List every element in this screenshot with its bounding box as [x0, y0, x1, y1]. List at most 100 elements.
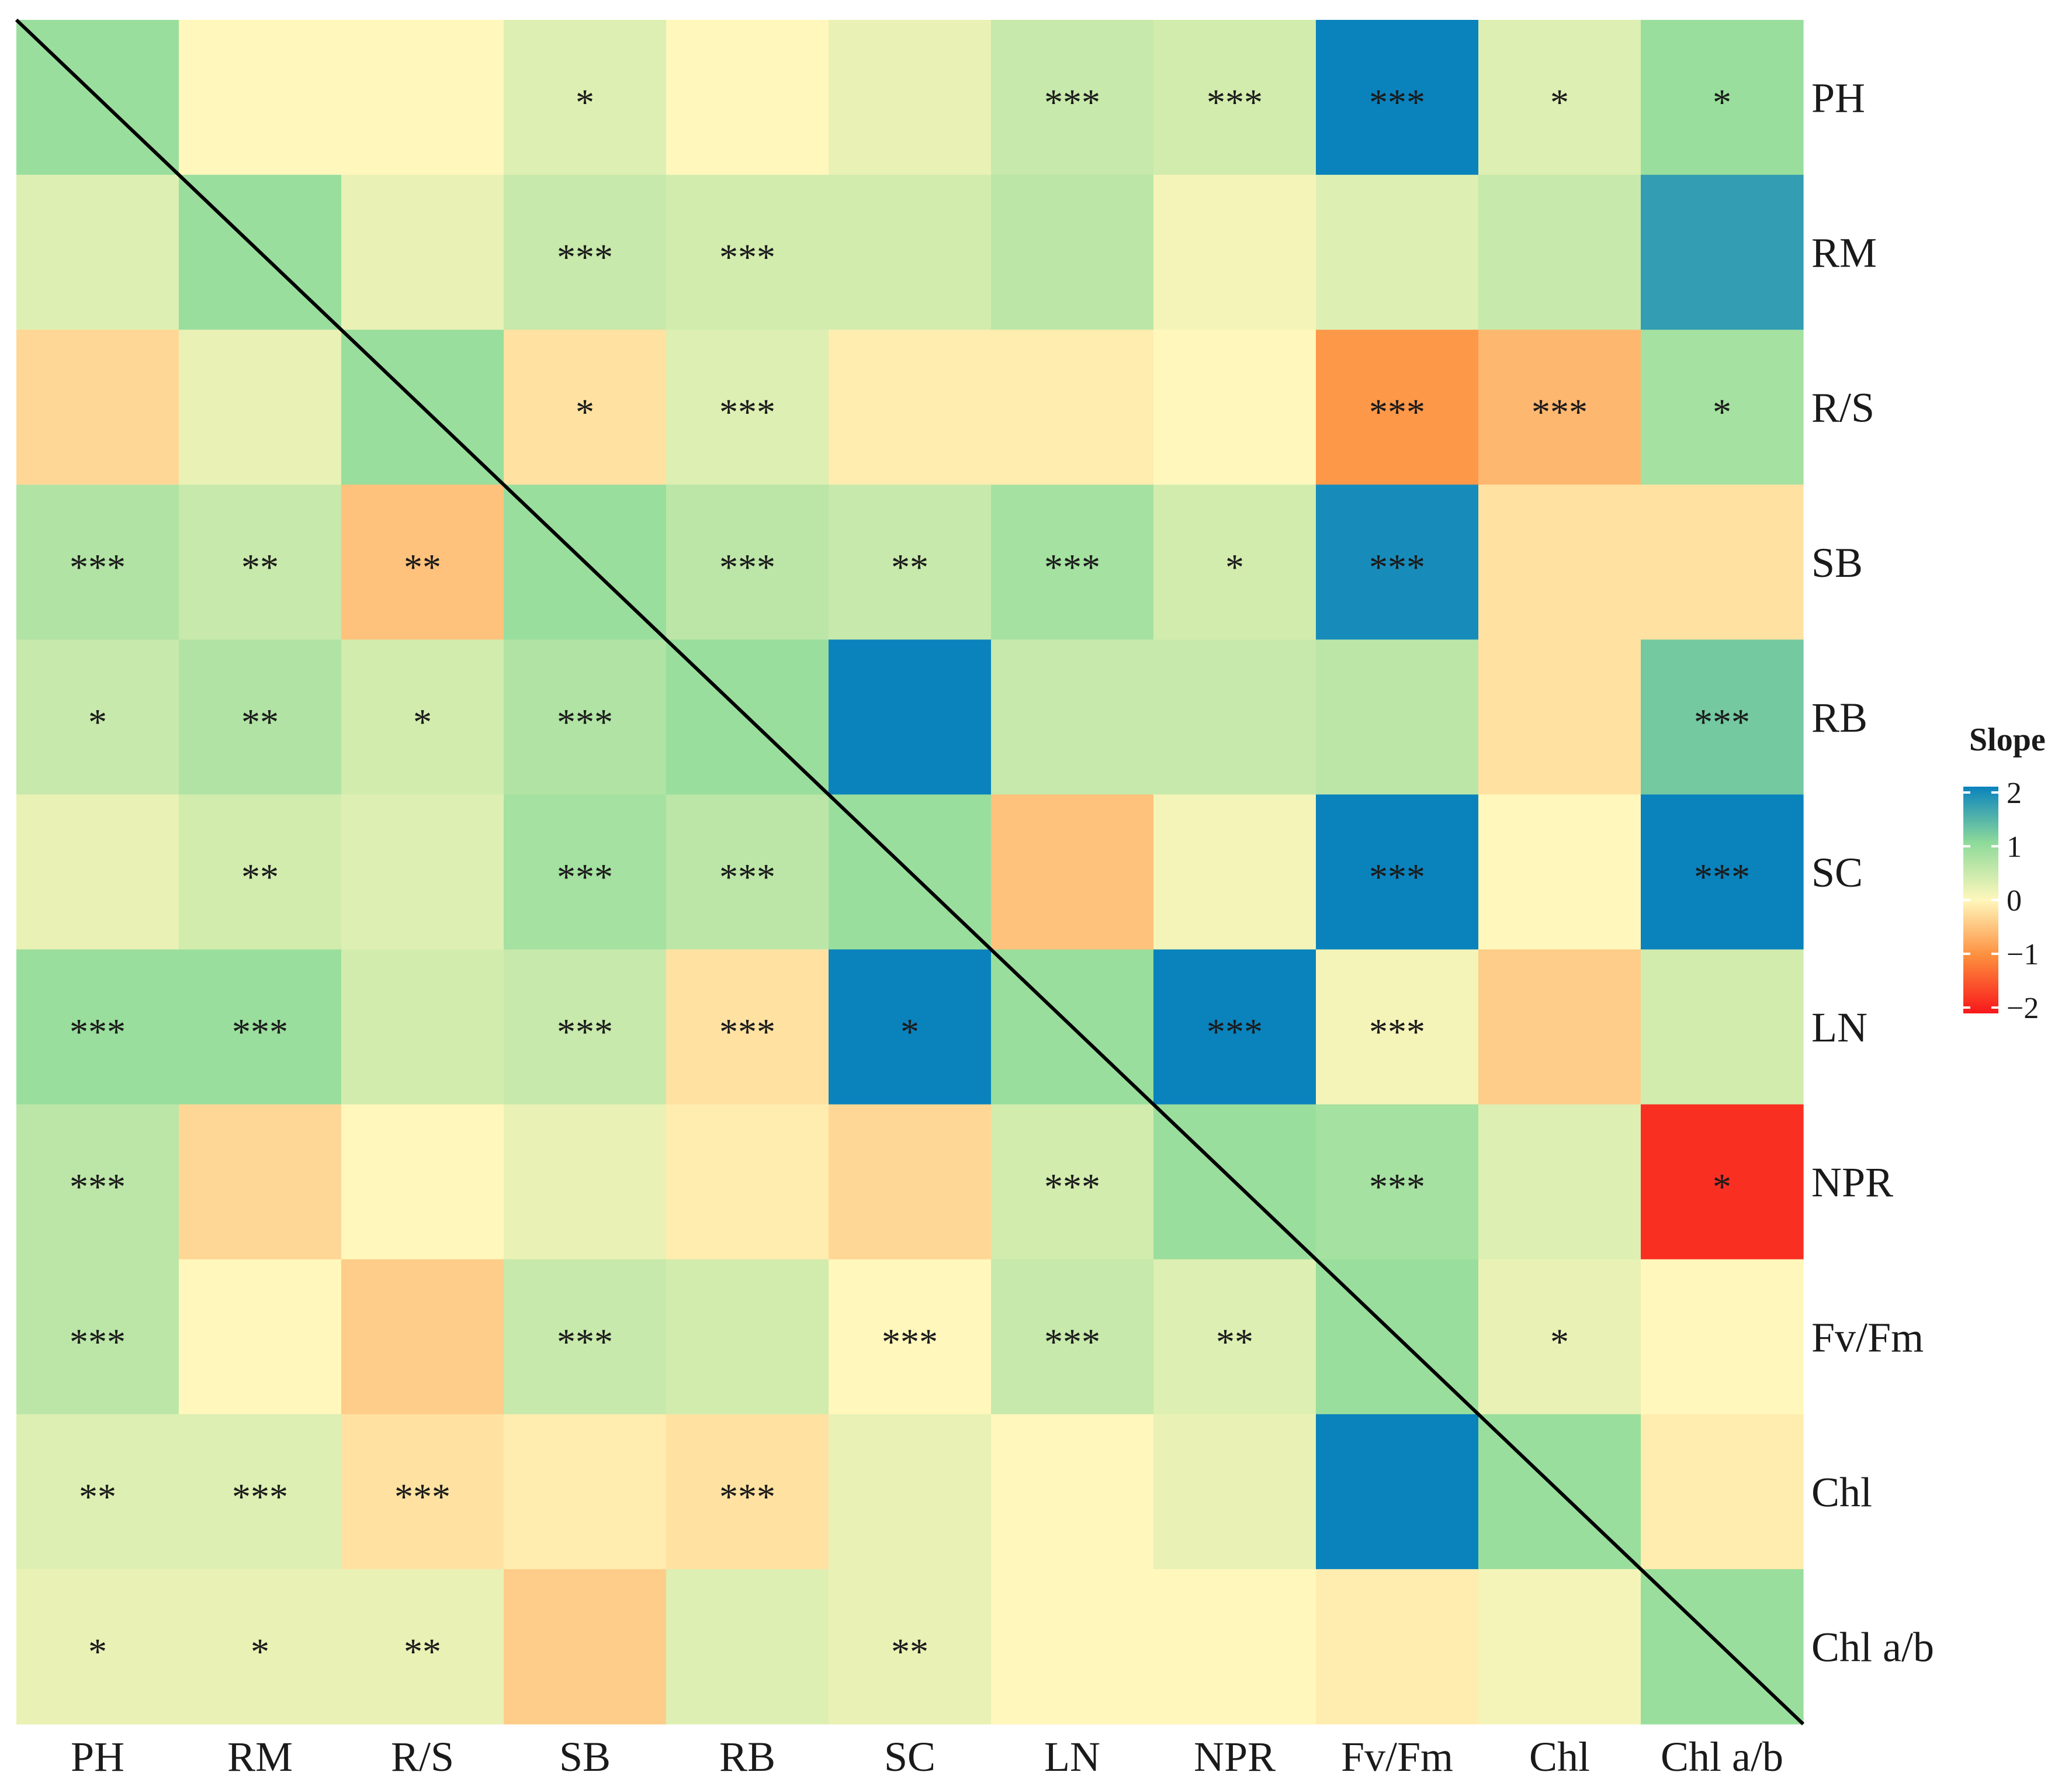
heatmap-cell	[504, 794, 667, 950]
heatmap-cell	[1641, 20, 1804, 175]
heatmap-cell	[1316, 949, 1479, 1105]
heatmap-cell	[666, 1259, 829, 1415]
significance-mark: ***	[719, 856, 775, 898]
column-tick-label: Fv/Fm	[1341, 1733, 1453, 1779]
row-tick-label: RB	[1811, 694, 1867, 741]
significance-mark: ***	[1369, 1166, 1425, 1207]
heatmap-cell	[1153, 1259, 1316, 1415]
heatmap-cell	[504, 1569, 667, 1725]
heatmap-cell	[16, 1259, 179, 1415]
column-tick-label: PH	[71, 1733, 124, 1779]
heatmap-cell	[16, 949, 179, 1105]
row-tick-label: NPR	[1811, 1159, 1893, 1206]
significance-mark: ***	[70, 1166, 126, 1207]
heatmap-cell	[829, 484, 992, 640]
heatmap-cell	[1478, 330, 1641, 485]
column-tick-label: LN	[1044, 1733, 1100, 1779]
significance-mark: **	[404, 1631, 441, 1672]
heatmap-cell	[829, 1414, 992, 1570]
heatmap-cell	[666, 330, 829, 485]
heatmap-cell	[1641, 1414, 1804, 1570]
heatmap-cell	[1478, 794, 1641, 950]
legend-title: Slope	[1969, 722, 2046, 758]
heatmap-cell	[341, 20, 504, 175]
heatmap-cell	[991, 330, 1154, 485]
significance-mark: ***	[1044, 1166, 1100, 1207]
heatmap-cell	[504, 949, 667, 1105]
heatmap-cell	[991, 1104, 1154, 1260]
heatmap-cell	[991, 484, 1154, 640]
heatmap-cell	[1153, 330, 1316, 485]
significance-mark: *	[576, 392, 594, 433]
legend-tick-label: 2	[2007, 777, 2022, 810]
heatmap-cell	[179, 794, 342, 950]
heatmap-cell	[341, 1414, 504, 1570]
row-tick-label: RM	[1811, 230, 1877, 276]
heatmap-cell	[1478, 1569, 1641, 1725]
heatmap-cell	[341, 639, 504, 795]
significance-mark: ***	[232, 1476, 288, 1517]
heatmap-cells	[16, 20, 1804, 1725]
heatmap-cell	[666, 1104, 829, 1260]
significance-mark: ***	[1044, 1321, 1100, 1362]
heatmap-cell	[1316, 1569, 1479, 1725]
significance-mark: ***	[557, 856, 613, 898]
heatmap-cell	[504, 639, 667, 795]
significance-mark: *	[1713, 392, 1731, 433]
significance-mark: **	[891, 1631, 928, 1672]
heatmap-cell	[341, 484, 504, 640]
heatmap-cell	[1641, 639, 1804, 795]
significance-mark: ***	[719, 237, 775, 278]
heatmap-cell	[1153, 1414, 1316, 1570]
heatmap-cell	[666, 175, 829, 330]
heatmap-cell	[1316, 639, 1479, 795]
significance-mark: ***	[1207, 82, 1263, 123]
heatmap-cell	[666, 484, 829, 640]
significance-mark: ***	[1044, 82, 1100, 123]
heatmap-cell	[179, 20, 342, 175]
row-tick-label: Chl	[1811, 1469, 1872, 1515]
heatmap-cell	[179, 949, 342, 1105]
heatmap-cell	[504, 330, 667, 485]
heatmap-cell	[666, 794, 829, 950]
heatmap-cell	[1641, 1104, 1804, 1260]
row-tick-label: R/S	[1811, 385, 1874, 431]
significance-mark: ***	[232, 1011, 288, 1053]
heatmap-cell	[1316, 330, 1479, 485]
heatmap-cell	[829, 949, 992, 1105]
heatmap-cell	[179, 330, 342, 485]
significance-mark: ***	[70, 1011, 126, 1053]
heatmap-cell	[1478, 1104, 1641, 1260]
significance-mark: ***	[557, 701, 613, 743]
significance-mark: *	[88, 1631, 107, 1672]
heatmap-cell	[341, 949, 504, 1105]
heatmap-cell	[16, 794, 179, 950]
column-tick-label: Chl	[1529, 1733, 1590, 1779]
heatmap-cell	[1641, 484, 1804, 640]
column-tick-label: NPR	[1194, 1733, 1276, 1779]
heatmap-cell	[991, 175, 1154, 330]
heatmap-cell	[179, 1104, 342, 1260]
significance-mark: ***	[70, 1321, 126, 1362]
heatmap-cell	[829, 1104, 992, 1260]
column-tick-label: Chl a/b	[1661, 1733, 1783, 1779]
heatmap-cell	[179, 1414, 342, 1570]
legend-tick-label: −1	[2007, 938, 2039, 971]
heatmap-cell	[666, 1414, 829, 1570]
significance-mark: ***	[1369, 856, 1425, 898]
heatmap-cell	[1153, 639, 1316, 795]
heatmap-cell	[829, 175, 992, 330]
heatmap-cell	[341, 1569, 504, 1725]
heatmap-cell	[1316, 20, 1479, 175]
heatmap-cell	[1153, 484, 1316, 640]
significance-mark: *	[1713, 1166, 1731, 1207]
significance-mark: **	[404, 546, 441, 588]
heatmap-cell	[829, 20, 992, 175]
heatmap-cell	[504, 175, 667, 330]
significance-mark: **	[241, 546, 279, 588]
significance-mark: *	[1225, 546, 1244, 588]
heatmap-cell	[1478, 484, 1641, 640]
significance-mark: ***	[557, 1321, 613, 1362]
row-tick-label: Chl a/b	[1811, 1624, 1934, 1670]
significance-mark: ***	[557, 1011, 613, 1053]
